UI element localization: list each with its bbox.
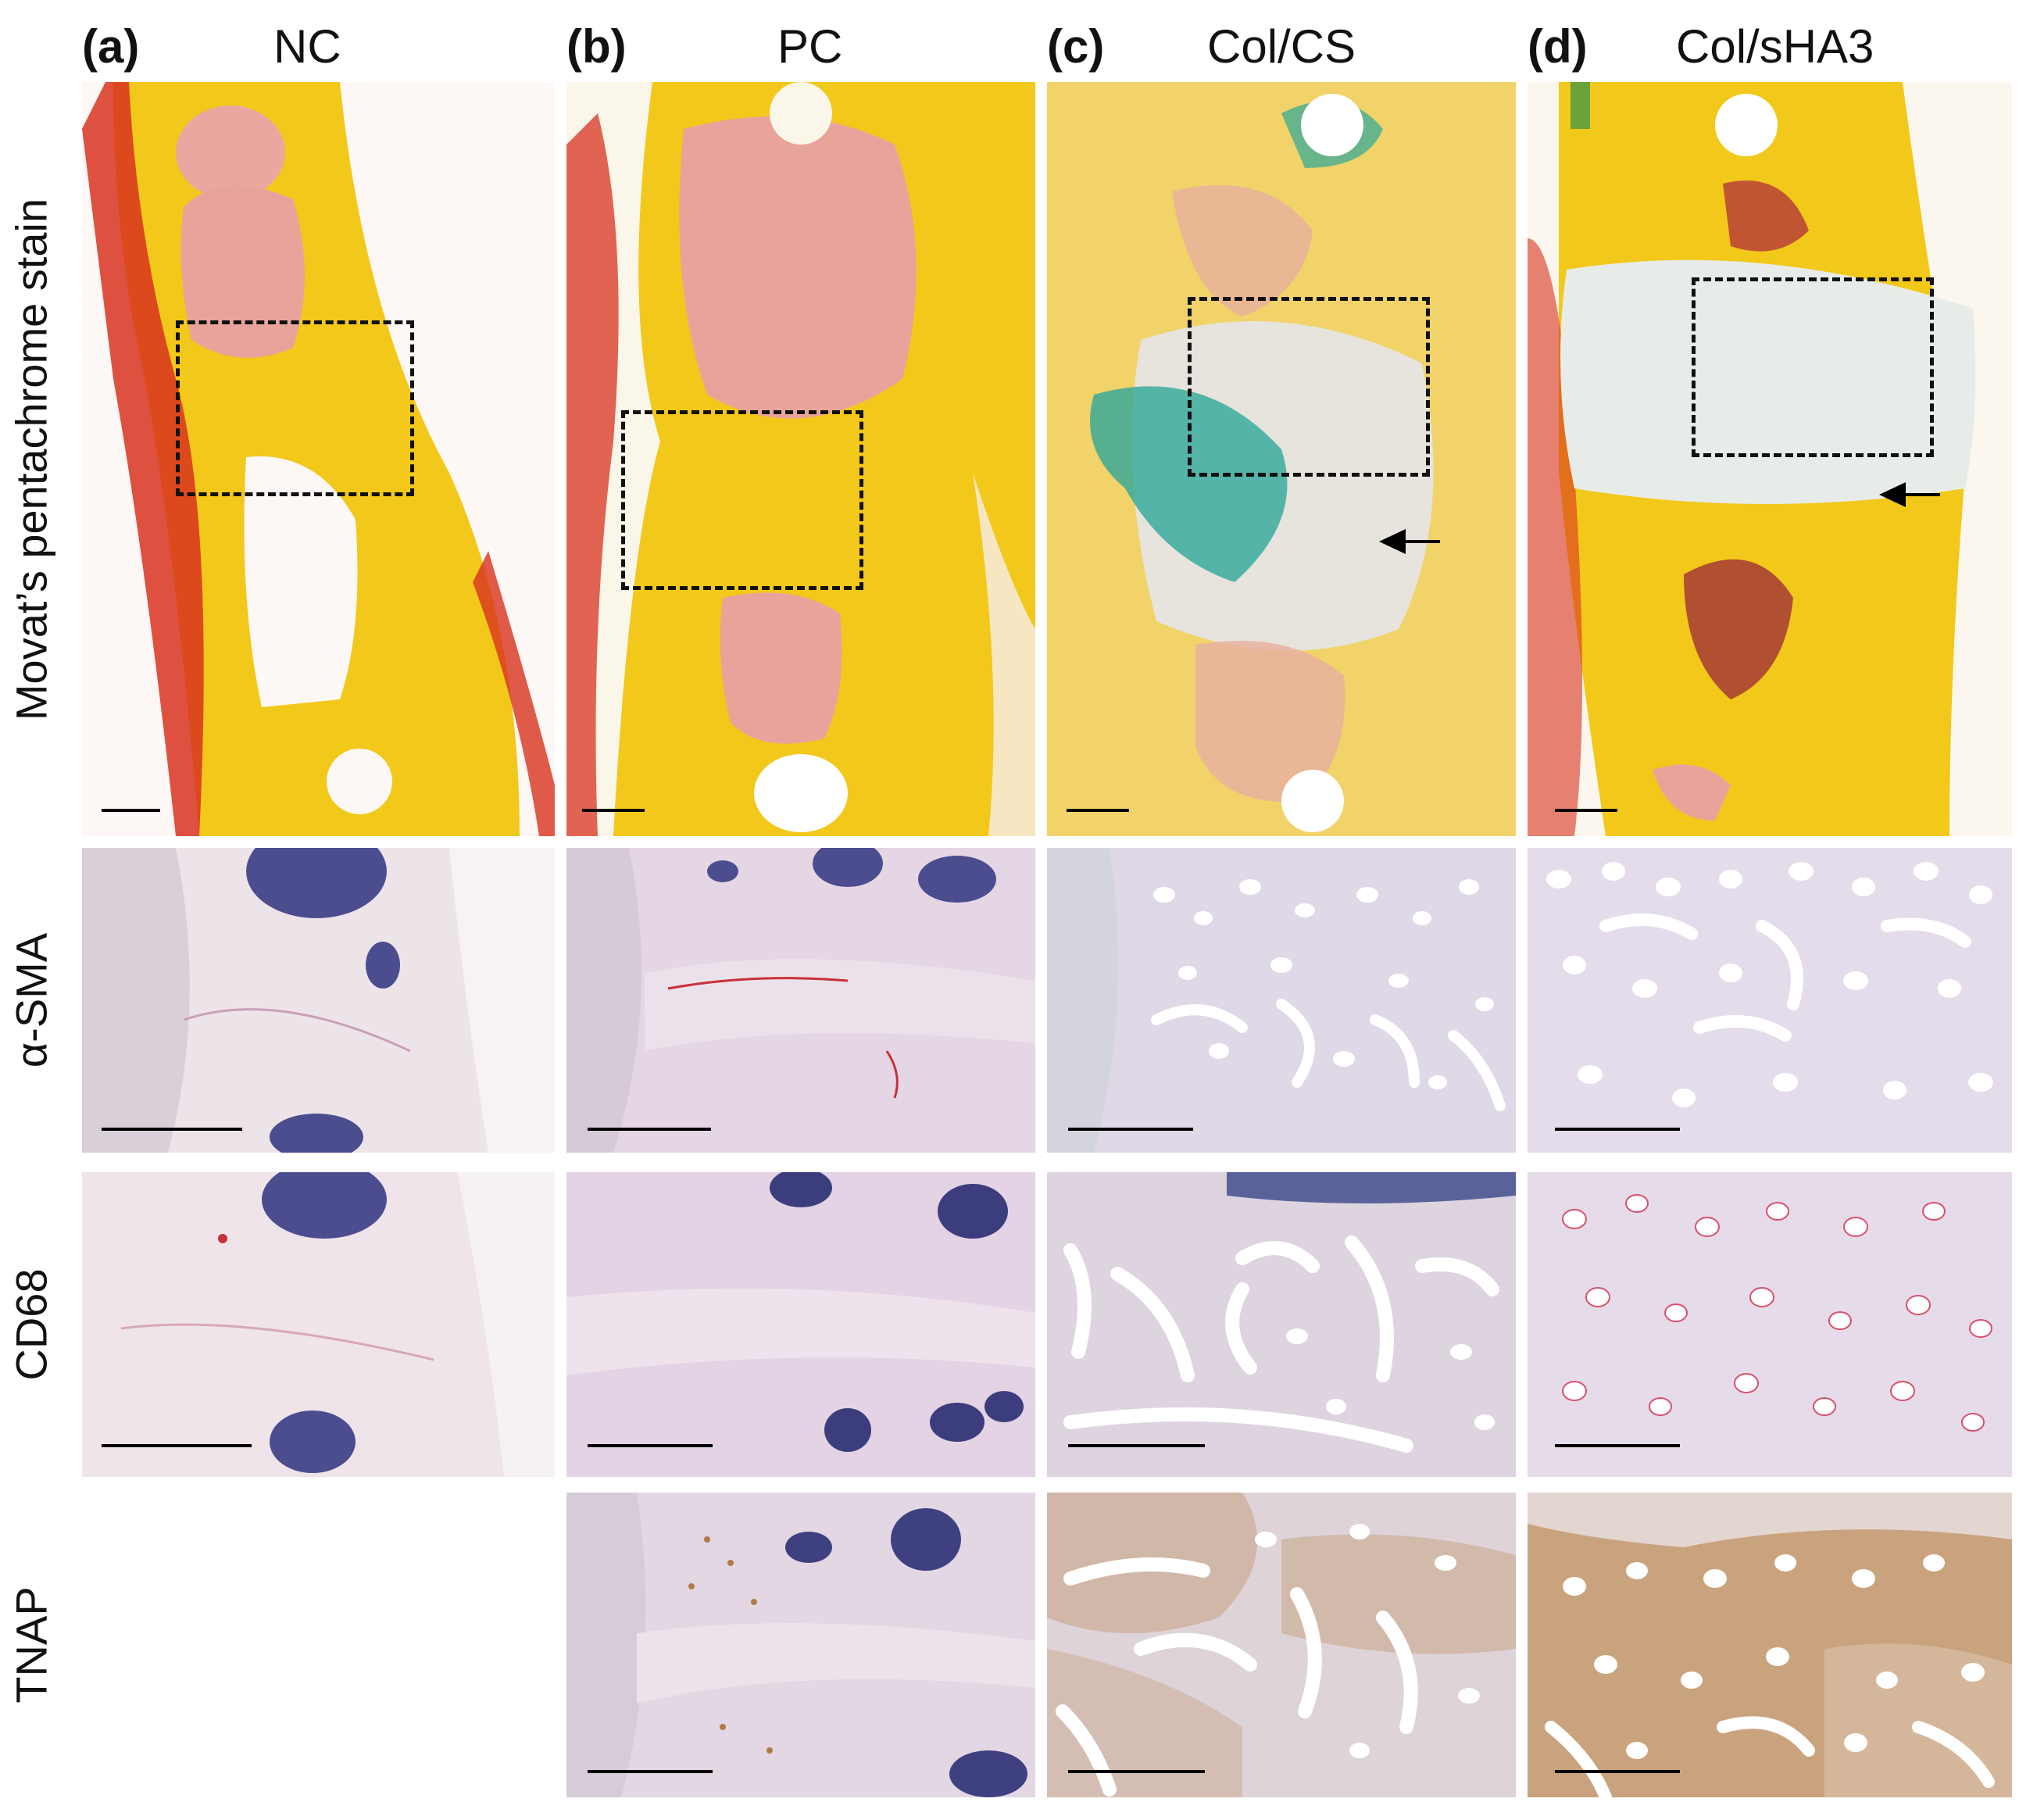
- asma-panel-pc: [566, 848, 1035, 1153]
- row-label-pentachrome: Movat’s pentachrome stain: [0, 82, 63, 836]
- arrow-left-icon: [1379, 529, 1440, 554]
- tnap-panel-col-sha3: [1528, 1493, 2012, 1797]
- column-header-b: (b) PC: [566, 16, 1035, 78]
- region-of-interest-box: [176, 320, 414, 496]
- column-title: PC: [777, 20, 843, 73]
- region-of-interest-box: [1692, 277, 1934, 457]
- scale-bar: [1068, 1444, 1205, 1447]
- scale-bar: [1555, 1444, 1680, 1447]
- column-header-a: (a) NC: [82, 16, 551, 78]
- scale-bar: [102, 1444, 252, 1447]
- scale-bar: [588, 1444, 713, 1447]
- column-letter: (b): [566, 20, 627, 73]
- row-label-tnap: TNAP: [0, 1493, 63, 1797]
- asma-panel-col-sha3: [1528, 848, 2012, 1153]
- cd68-panel-nc: [82, 1172, 555, 1477]
- row-label-text: CD68: [6, 1268, 56, 1381]
- scale-bar: [1067, 809, 1129, 812]
- arrow-left-icon: [1879, 482, 1940, 507]
- row-label-cd68: CD68: [0, 1172, 63, 1477]
- row-label-asma: α-SMA: [0, 848, 63, 1153]
- pentachrome-panel-pc: [566, 82, 1035, 836]
- scale-bar: [102, 809, 160, 812]
- scale-bar: [1068, 1770, 1205, 1773]
- row-label-text: TNAP: [6, 1586, 56, 1704]
- column-letter: (d): [1528, 20, 1588, 73]
- column-header-c: (c) Col/CS: [1047, 16, 1516, 78]
- asma-panel-col-cs: [1047, 848, 1516, 1153]
- pentachrome-panel-col-cs: [1047, 82, 1516, 836]
- scale-bar: [1555, 809, 1617, 812]
- region-of-interest-box: [621, 410, 863, 590]
- column-letter: (c): [1047, 20, 1105, 73]
- scale-bar: [102, 1128, 242, 1131]
- scale-bar: [588, 1128, 711, 1131]
- column-letter: (a): [82, 20, 140, 73]
- pentachrome-panel-nc: [82, 82, 555, 836]
- row-label-text: α-SMA: [6, 932, 56, 1068]
- scale-bar: [1068, 1128, 1193, 1131]
- cd68-panel-col-cs: [1047, 1172, 1516, 1477]
- scale-bar: [588, 1770, 713, 1773]
- column-title: Col/sHA3: [1676, 20, 1874, 73]
- tnap-panel-pc: [566, 1493, 1035, 1797]
- scale-bar: [1555, 1770, 1680, 1773]
- tnap-panel-col-cs: [1047, 1493, 1516, 1797]
- scale-bar: [582, 809, 645, 812]
- row-label-text: Movat’s pentachrome stain: [6, 198, 56, 720]
- scale-bar: [1555, 1128, 1680, 1131]
- cd68-panel-pc: [566, 1172, 1035, 1477]
- pentachrome-panel-col-sha3: [1528, 82, 2012, 836]
- column-title: Col/CS: [1207, 20, 1356, 73]
- region-of-interest-box: [1188, 297, 1430, 477]
- column-header-d: (d) Col/sHA3: [1528, 16, 2012, 78]
- asma-panel-nc: [82, 848, 555, 1153]
- cd68-panel-col-sha3: [1528, 1172, 2012, 1477]
- column-title: NC: [273, 20, 341, 73]
